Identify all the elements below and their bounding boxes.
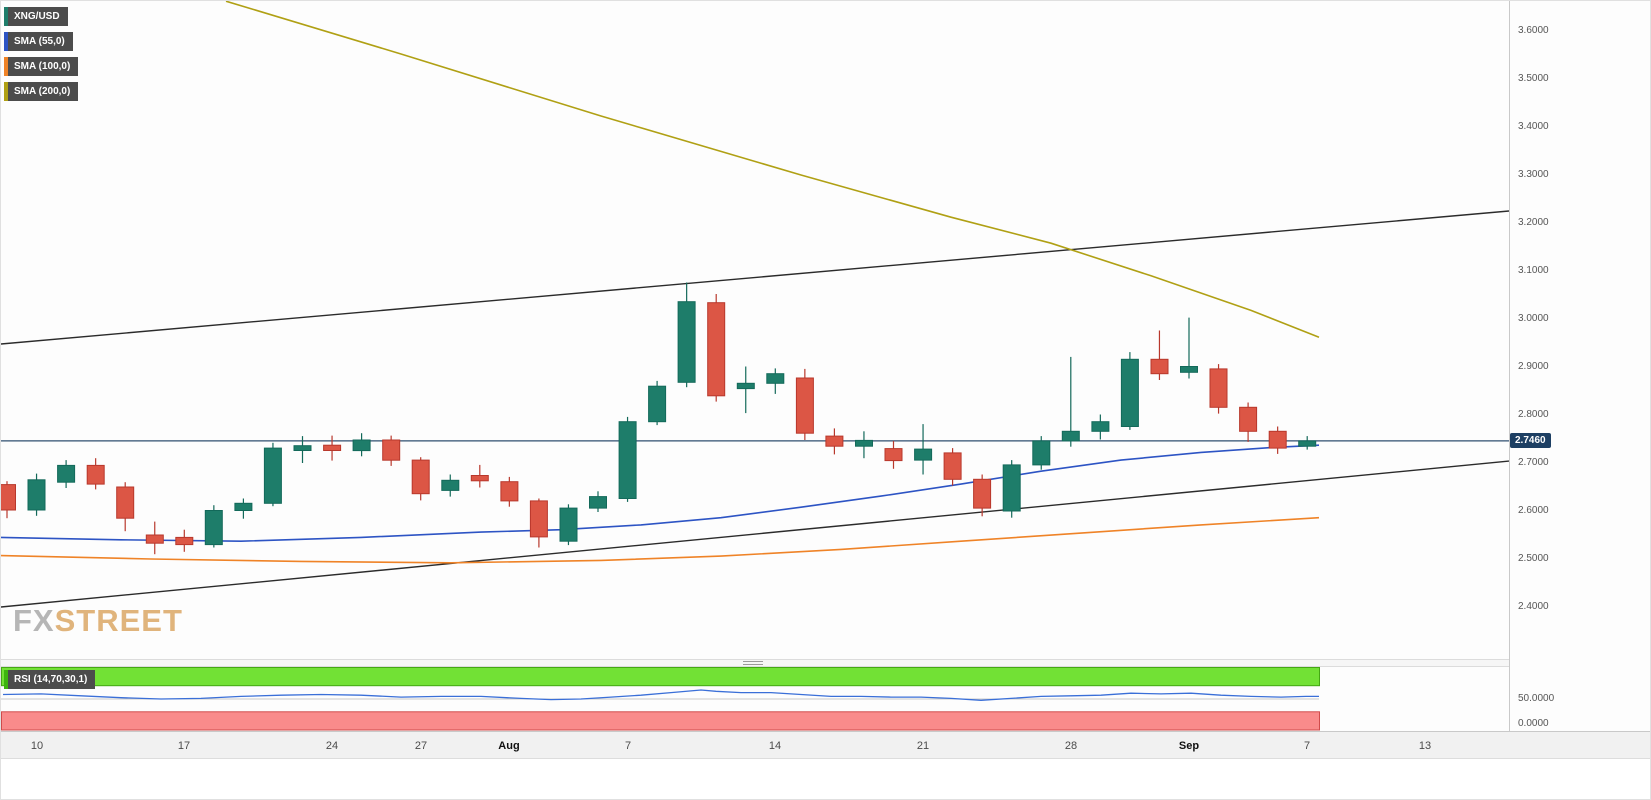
rsi-axis-label: 0.0000 [1518, 718, 1549, 729]
fxstreet-logo-street: STREET [54, 603, 183, 638]
price-axis-label: 2.7000 [1518, 457, 1549, 468]
price-axis-label: 2.6000 [1518, 505, 1549, 516]
price-axis-label: 3.2000 [1518, 217, 1549, 228]
time-axis-label: 27 [414, 740, 428, 752]
price-chart-panel[interactable]: XNG/USD SMA (55,0) SMA (100,0) SMA (200,… [1, 1, 1509, 659]
price-axis-label: 3.0000 [1518, 313, 1549, 324]
time-axis-label: 14 [768, 740, 782, 752]
candlestick-chart-canvas[interactable] [1, 1, 1509, 659]
price-axis-label: 3.1000 [1518, 265, 1549, 276]
time-axis-label: 24 [325, 740, 339, 752]
time-axis-label: Aug [498, 740, 520, 752]
price-axis-label: 3.6000 [1518, 25, 1549, 36]
panel-resize-separator[interactable] [1, 659, 1509, 667]
sma200-badge[interactable]: SMA (200,0) [4, 82, 79, 101]
rsi-chart-canvas[interactable] [1, 667, 1509, 731]
rsi-panel[interactable]: RSI (14,70,30,1) [1, 667, 1509, 731]
fxstreet-logo: FXSTREET [13, 603, 183, 639]
fxstreet-logo-fx: FX [13, 603, 55, 638]
price-axis-label: 2.8000 [1518, 409, 1549, 420]
price-axis-label: 2.5000 [1518, 553, 1549, 564]
price-axis-label: 3.5000 [1518, 73, 1549, 84]
rsi-axis-label: 50.0000 [1518, 693, 1555, 704]
time-axis[interactable]: 10 17 24 27 Aug 7 14 21 28 Sep 7 13 [1, 731, 1650, 759]
current-price-badge: 2.7460 [1510, 433, 1551, 448]
time-axis-label: 21 [916, 740, 930, 752]
price-axis-label: 2.4000 [1518, 601, 1549, 612]
time-axis-label: 28 [1064, 740, 1078, 752]
time-axis-label: 7 [1303, 740, 1311, 752]
time-axis-label: 13 [1418, 740, 1432, 752]
rsi-badge[interactable]: RSI (14,70,30,1) [4, 670, 96, 689]
time-axis-label: 17 [177, 740, 191, 752]
time-axis-label: Sep [1178, 740, 1200, 752]
drag-handle-icon[interactable] [743, 661, 763, 665]
price-axis-label: 3.4000 [1518, 121, 1549, 132]
symbol-badge[interactable]: XNG/USD [4, 7, 68, 26]
price-axis-label: 2.9000 [1518, 361, 1549, 372]
time-axis-label: 10 [30, 740, 44, 752]
time-axis-label: 7 [624, 740, 632, 752]
price-axis[interactable]: 2.7460 3.6000 3.5000 3.4000 3.3000 3.2000 3.1… [1509, 1, 1650, 731]
price-axis-label: 3.3000 [1518, 169, 1549, 180]
sma55-badge[interactable]: SMA (55,0) [4, 32, 73, 51]
sma100-badge[interactable]: SMA (100,0) [4, 57, 79, 76]
